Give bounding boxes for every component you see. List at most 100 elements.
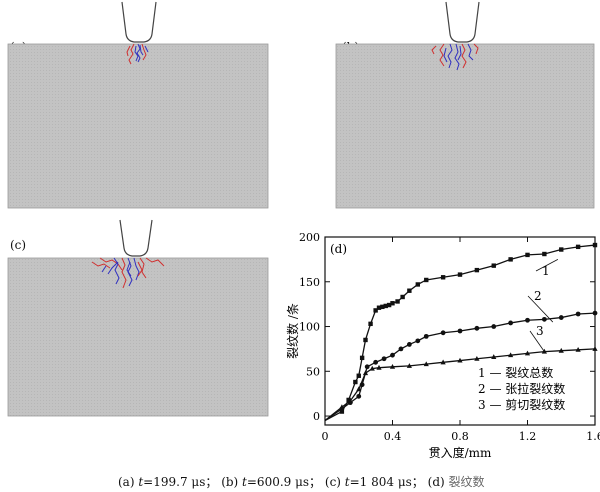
series-3-point <box>339 404 345 410</box>
series-2-point <box>457 328 463 334</box>
series-1-point <box>386 302 392 308</box>
panel-b-specimen <box>335 1 595 209</box>
series-3-point <box>440 359 446 365</box>
y-tick-label: 150 <box>299 276 320 289</box>
series-3-point <box>376 364 382 370</box>
caption-d-prefix: (d) <box>427 475 449 489</box>
panel-b-indenter <box>445 1 480 43</box>
series-2-point <box>364 364 370 370</box>
series-1-point <box>353 379 358 385</box>
series-2-curve-label: 2 <box>534 289 542 303</box>
x-axis-label: 贯入度/mm <box>429 445 492 460</box>
panel-d-label: (d) <box>330 242 347 256</box>
series-1-point <box>363 337 368 343</box>
series-3-point <box>592 346 598 351</box>
y-axis-label: 裂纹数 /条 <box>285 303 300 359</box>
series-1-point <box>359 355 365 361</box>
series-1-point <box>559 247 564 252</box>
series-2-point <box>558 315 564 320</box>
panel-a-indenter <box>121 1 157 43</box>
y-tick-label: 0 <box>313 410 320 423</box>
legend: 1 — 裂纹总数 2 — 张拉裂纹数 3 — 剪切裂纹数 <box>478 365 565 412</box>
series-3-point <box>575 347 581 352</box>
series-3-point <box>356 386 362 392</box>
series-1-point <box>491 263 496 268</box>
series-1-point <box>339 409 345 414</box>
caption-c-value: =1 804 μs； <box>349 475 424 489</box>
caption-a-value: =199.7 μs； <box>143 475 218 489</box>
series-2-point <box>474 325 480 331</box>
y-tick-label: 100 <box>299 321 320 334</box>
legend-item-3: 3 — 剪切裂纹数 <box>478 397 565 412</box>
panel-c-cracks <box>91 257 165 289</box>
series-1-point <box>575 244 581 250</box>
x-tick-label: 0.4 <box>384 430 402 443</box>
series-2-point <box>440 330 446 336</box>
series-1-leader <box>535 259 559 272</box>
series-1-point <box>440 275 446 280</box>
x-tick-label: 0 <box>322 430 329 443</box>
series-2-point <box>525 317 530 323</box>
series-1-point <box>592 242 598 248</box>
y-tick-label: 200 <box>299 231 320 244</box>
panel-b-cracks <box>431 43 479 71</box>
series-1-point <box>356 373 361 378</box>
series-3-point <box>389 364 396 369</box>
x-tick-label: 0.8 <box>451 430 469 443</box>
series-3-line <box>324 348 596 422</box>
series-3-point <box>491 354 497 359</box>
caption-b-prefix: (b) <box>221 475 243 489</box>
series-2-point <box>491 324 497 329</box>
figure-caption: (a) t=199.7 μs； (b) t=600.9 μs； (c) t=1 … <box>118 473 485 490</box>
series-2-point <box>592 310 598 316</box>
series-2-point <box>415 338 421 344</box>
series-2-point <box>423 333 429 339</box>
series-1-point <box>415 282 421 287</box>
series-2-point <box>575 311 581 317</box>
panel-a-cracks <box>126 43 149 65</box>
caption-b-value: =600.9 μs； <box>246 475 322 489</box>
x-tick-label: 1.6 <box>586 430 600 443</box>
series-2-point <box>390 352 395 358</box>
series-3-point <box>508 352 514 358</box>
series-1-point <box>407 288 412 293</box>
caption-c-var: t <box>344 475 350 489</box>
panel-c-label: (c) <box>10 238 27 252</box>
simulation-panels <box>7 1 595 417</box>
series-1-point <box>346 397 351 403</box>
series-1-point <box>390 301 395 306</box>
series-3-leader <box>529 330 545 352</box>
legend-item-2: 2 — 张拉裂纹数 <box>478 381 565 396</box>
series-1-point <box>542 251 547 257</box>
series-3-point <box>558 347 564 353</box>
series-3-point <box>362 370 369 376</box>
series-3-point <box>474 355 480 361</box>
series-2-point <box>381 356 387 362</box>
series-1-point <box>424 277 429 283</box>
series-1-curve-label: 1 <box>542 264 550 278</box>
series-1-point <box>368 321 373 327</box>
series-1-point <box>383 303 388 309</box>
panel-c-specimen <box>7 219 269 417</box>
series-1-point <box>400 294 405 300</box>
series-1-point <box>525 252 530 258</box>
series-2-point <box>356 393 362 399</box>
series-1-point <box>376 305 382 310</box>
series-1-point <box>457 272 463 277</box>
series-3-curve-label: 3 <box>536 324 544 338</box>
series-2-leader <box>527 295 554 323</box>
series-3-point <box>406 363 412 368</box>
series-2-point <box>508 320 514 326</box>
caption-b-var: t <box>242 475 247 489</box>
panel-a-specimen <box>7 1 269 209</box>
series-3-point <box>369 365 375 371</box>
series-2-point <box>398 346 404 352</box>
series-1-point <box>380 304 385 310</box>
x-tick-label: 1.2 <box>519 430 537 443</box>
legend-item-1: 1 — 裂纹总数 <box>478 365 553 380</box>
y-tick-label: 50 <box>306 365 320 378</box>
series-2-point <box>541 316 547 322</box>
series-3-point <box>423 361 429 367</box>
series-2-point <box>406 342 412 347</box>
series-1-point <box>508 257 513 262</box>
